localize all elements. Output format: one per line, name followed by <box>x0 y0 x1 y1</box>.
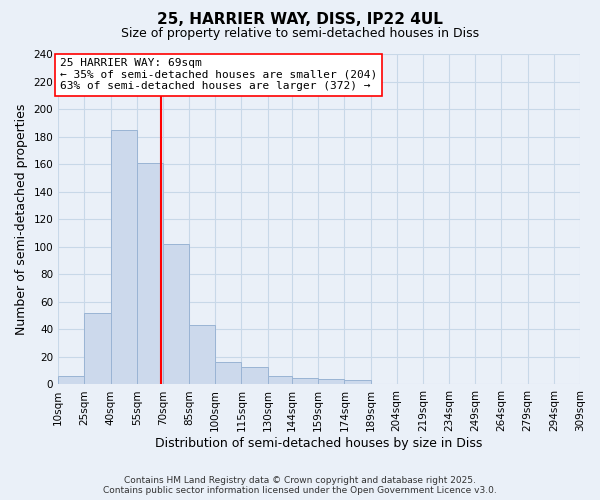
Y-axis label: Number of semi-detached properties: Number of semi-detached properties <box>15 104 28 335</box>
Bar <box>110 130 137 384</box>
Bar <box>344 380 371 384</box>
Bar <box>189 326 215 384</box>
Bar <box>85 313 110 384</box>
Bar <box>58 376 85 384</box>
Text: 25 HARRIER WAY: 69sqm
← 35% of semi-detached houses are smaller (204)
63% of sem: 25 HARRIER WAY: 69sqm ← 35% of semi-deta… <box>60 58 377 92</box>
Bar <box>137 163 163 384</box>
Bar <box>268 376 292 384</box>
Bar <box>318 379 344 384</box>
Text: Size of property relative to semi-detached houses in Diss: Size of property relative to semi-detach… <box>121 28 479 40</box>
Bar <box>215 362 241 384</box>
X-axis label: Distribution of semi-detached houses by size in Diss: Distribution of semi-detached houses by … <box>155 437 483 450</box>
Bar <box>241 366 268 384</box>
Text: Contains HM Land Registry data © Crown copyright and database right 2025.
Contai: Contains HM Land Registry data © Crown c… <box>103 476 497 495</box>
Text: 25, HARRIER WAY, DISS, IP22 4UL: 25, HARRIER WAY, DISS, IP22 4UL <box>157 12 443 28</box>
Bar <box>163 244 189 384</box>
Bar <box>292 378 318 384</box>
